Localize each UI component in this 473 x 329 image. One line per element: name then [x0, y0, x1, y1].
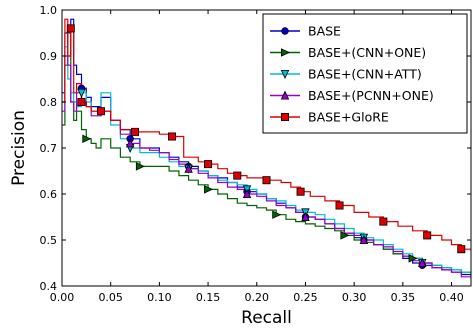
- series-line-4: [62, 18, 471, 252]
- data-point: [82, 134, 92, 144]
- data-point: [96, 107, 105, 116]
- x-axis-title: Recall: [241, 308, 292, 328]
- y-tick-label: 0.6: [40, 188, 58, 201]
- data-point: [301, 211, 310, 222]
- axis-layer: 0.00 0.05 0.10 0.15 0.20 0.25 0.30 0.35 0.40 0.4 0…: [40, 4, 471, 304]
- data-point: [77, 98, 86, 107]
- y-tick-label: 0.9: [40, 50, 58, 63]
- data-point: [379, 217, 388, 226]
- legend-marker: [280, 113, 289, 122]
- x-tick-label: 0.30: [342, 291, 367, 304]
- y-axis-title: Precision: [9, 110, 29, 186]
- legend: BASE BASE+(CNN+ONE) BASE+(CNN+ATT) BASE+(PC…: [262, 13, 468, 134]
- data-point: [242, 188, 252, 199]
- legend-label: BASE+(CNN+ATT): [308, 67, 422, 82]
- x-tick-label: 0.25: [293, 291, 318, 304]
- legend-label: BASE+(PCNN+ONE): [308, 88, 434, 103]
- y-tick-label: 0.8: [40, 96, 58, 109]
- data-point: [135, 162, 145, 171]
- legend-label: BASE: [308, 24, 341, 39]
- x-tick-label: 0.10: [147, 291, 172, 304]
- data-point: [423, 231, 432, 240]
- data-point: [262, 176, 271, 185]
- data-point: [204, 160, 213, 169]
- legend-label: BASE+(CNN+ONE): [308, 45, 426, 60]
- x-tick-label: 0.00: [50, 291, 75, 304]
- marker-layer: [66, 24, 466, 269]
- data-point: [66, 24, 75, 33]
- x-tick-label: 0.35: [391, 291, 416, 304]
- y-tick-label: 0.5: [40, 234, 58, 247]
- data-point: [359, 234, 369, 245]
- data-point: [418, 257, 427, 268]
- data-point: [168, 132, 177, 141]
- data-point: [340, 231, 350, 240]
- legend-marker: [281, 27, 289, 35]
- legend-items: BASE BASE+(CNN+ONE) BASE+(CNN+ATT) BASE+(PC…: [270, 24, 434, 125]
- y-tick-label: 0.7: [40, 142, 58, 155]
- legend-label: BASE+GloRE: [308, 110, 389, 125]
- legend-marker: [280, 70, 290, 80]
- data-point: [457, 245, 466, 254]
- data-point: [272, 210, 282, 219]
- series-line-1: [62, 32, 471, 275]
- data-point: [335, 201, 344, 210]
- y-tick-label: 1.0: [40, 4, 58, 17]
- x-tick-label: 0.40: [439, 291, 464, 304]
- data-point: [233, 171, 242, 180]
- data-point: [125, 138, 135, 148]
- legend-marker: [280, 48, 291, 57]
- data-point: [296, 187, 305, 196]
- data-point: [131, 127, 140, 136]
- data-point: [77, 88, 86, 98]
- y-tick-label: 0.4: [40, 280, 58, 293]
- x-tick-label: 0.15: [196, 291, 221, 304]
- x-tick-label: 0.05: [98, 291, 123, 304]
- data-point: [204, 185, 214, 194]
- x-tick-label: 0.20: [245, 291, 270, 304]
- data-point: [184, 163, 193, 173]
- data-point: [408, 254, 418, 263]
- legend-marker: [280, 90, 290, 100]
